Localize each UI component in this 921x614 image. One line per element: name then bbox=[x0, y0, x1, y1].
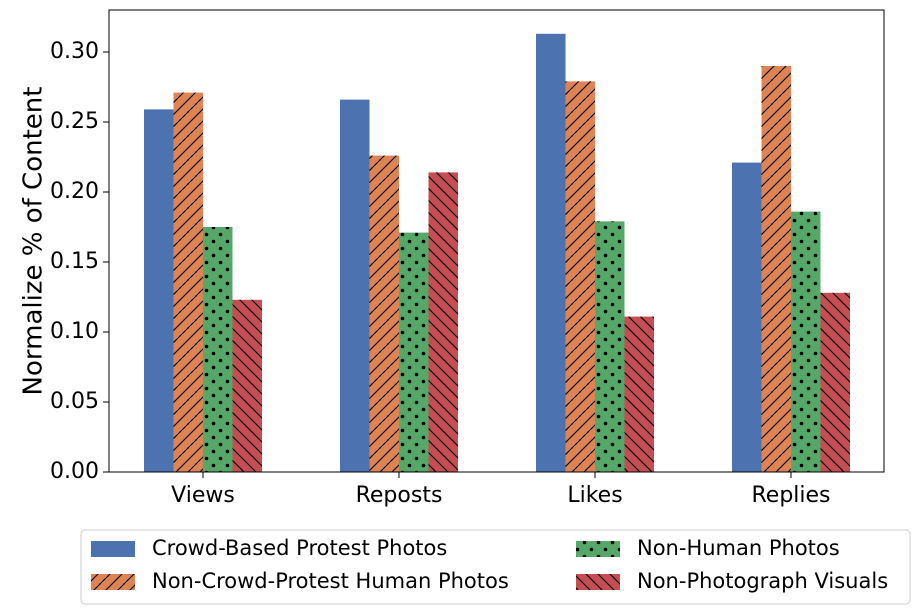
bar-hatch-replies-series-4 bbox=[820, 292, 850, 472]
bar-hatch-replies-series-2 bbox=[761, 66, 791, 472]
bar-hatch-reposts-series-3 bbox=[399, 232, 429, 472]
y-axis-label: Normalize % of Content bbox=[19, 87, 49, 396]
bar-hatch-likes-series-4 bbox=[624, 316, 654, 472]
legend: Crowd-Based Protest Photos Non-Crowd-Prot… bbox=[80, 529, 911, 605]
legend-swatch bbox=[91, 541, 135, 557]
legend-label: Non-Photograph Visuals bbox=[637, 569, 888, 593]
y-tick-label: 0.15 bbox=[50, 249, 99, 274]
bar-hatch-views-series-2 bbox=[173, 92, 203, 472]
legend-label: Crowd-Based Protest Photos bbox=[152, 536, 447, 560]
y-tick-label: 0.30 bbox=[50, 39, 99, 64]
y-axis-ticks: 0.00 0.05 0.10 0.15 0.20 0.25 0.30 bbox=[50, 39, 109, 484]
x-tick-label: Likes bbox=[567, 483, 622, 508]
bar-likes-series-1 bbox=[536, 33, 566, 473]
bar-hatch-reposts-series-4 bbox=[428, 172, 458, 472]
y-tick-label: 0.10 bbox=[50, 319, 99, 344]
y-tick-label: 0.20 bbox=[50, 179, 99, 204]
legend-swatch-hatch bbox=[91, 574, 135, 590]
x-tick-label: Replies bbox=[751, 483, 830, 508]
bar-hatch-replies-series-3 bbox=[791, 211, 821, 472]
bar-replies-series-1 bbox=[732, 162, 762, 472]
bar-hatch-reposts-series-2 bbox=[369, 155, 399, 472]
legend-swatch-hatch bbox=[576, 574, 620, 590]
y-tick-label: 0.25 bbox=[50, 109, 99, 134]
bar-hatch-likes-series-2 bbox=[565, 81, 595, 473]
y-tick-label: 0.05 bbox=[50, 389, 99, 414]
legend-swatch-hatch bbox=[576, 541, 620, 557]
bar-hatch-likes-series-3 bbox=[595, 221, 625, 472]
x-tick-label: Reposts bbox=[356, 483, 443, 508]
x-axis-ticks: Views Reposts Likes Replies bbox=[171, 472, 831, 508]
plot-frame bbox=[108, 9, 885, 473]
bar-reposts-series-1 bbox=[340, 99, 370, 472]
bar-hatch-views-series-3 bbox=[203, 227, 233, 472]
bar-views-series-1 bbox=[144, 109, 174, 473]
bar-hatch-views-series-4 bbox=[232, 299, 262, 472]
x-tick-label: Views bbox=[171, 483, 235, 508]
legend-label: Non-Human Photos bbox=[637, 536, 840, 560]
y-tick-label: 0.00 bbox=[50, 459, 99, 484]
legend-label: Non-Crowd-Protest Human Photos bbox=[152, 569, 509, 593]
bars-group bbox=[144, 33, 850, 473]
legend-frame bbox=[80, 529, 911, 605]
